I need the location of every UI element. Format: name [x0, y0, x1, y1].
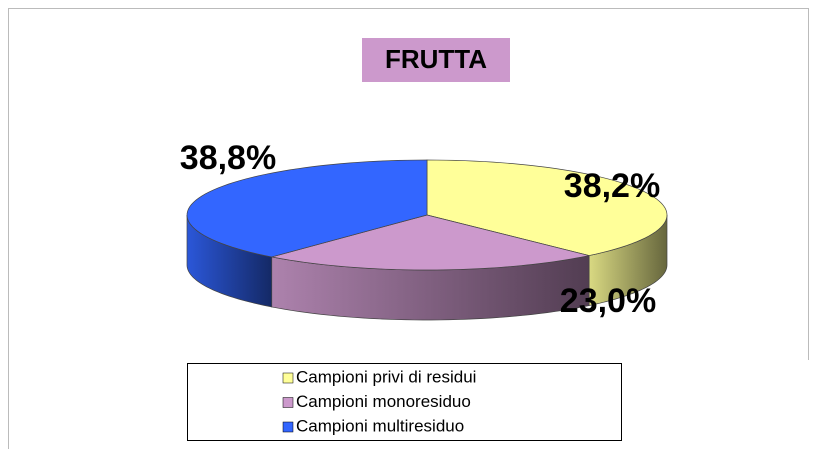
pie — [186, 159, 668, 321]
chart-border — [8, 8, 809, 449]
legend — [187, 363, 622, 441]
legend-entries: Campioni privi di residui Campioni monore… — [282, 367, 476, 435]
title-box — [362, 38, 510, 82]
slice — [426, 159, 668, 256]
data-label: 23,0% — [560, 282, 656, 320]
legend-label: Campioni multiresiduo — [296, 416, 464, 435]
legend-label: Campioni privi di residui — [296, 367, 476, 386]
legend-swatch — [282, 372, 294, 384]
legend-swatch — [282, 397, 294, 408]
slice — [186, 159, 428, 258]
legend-label: Campioni monoresiduo — [296, 392, 471, 411]
data-label: 38,2% — [564, 167, 660, 205]
data-label: 38,8% — [180, 139, 276, 177]
chart-title: FRUTTA — [385, 44, 487, 74]
legend-swatch — [282, 421, 294, 433]
slice — [271, 214, 590, 271]
